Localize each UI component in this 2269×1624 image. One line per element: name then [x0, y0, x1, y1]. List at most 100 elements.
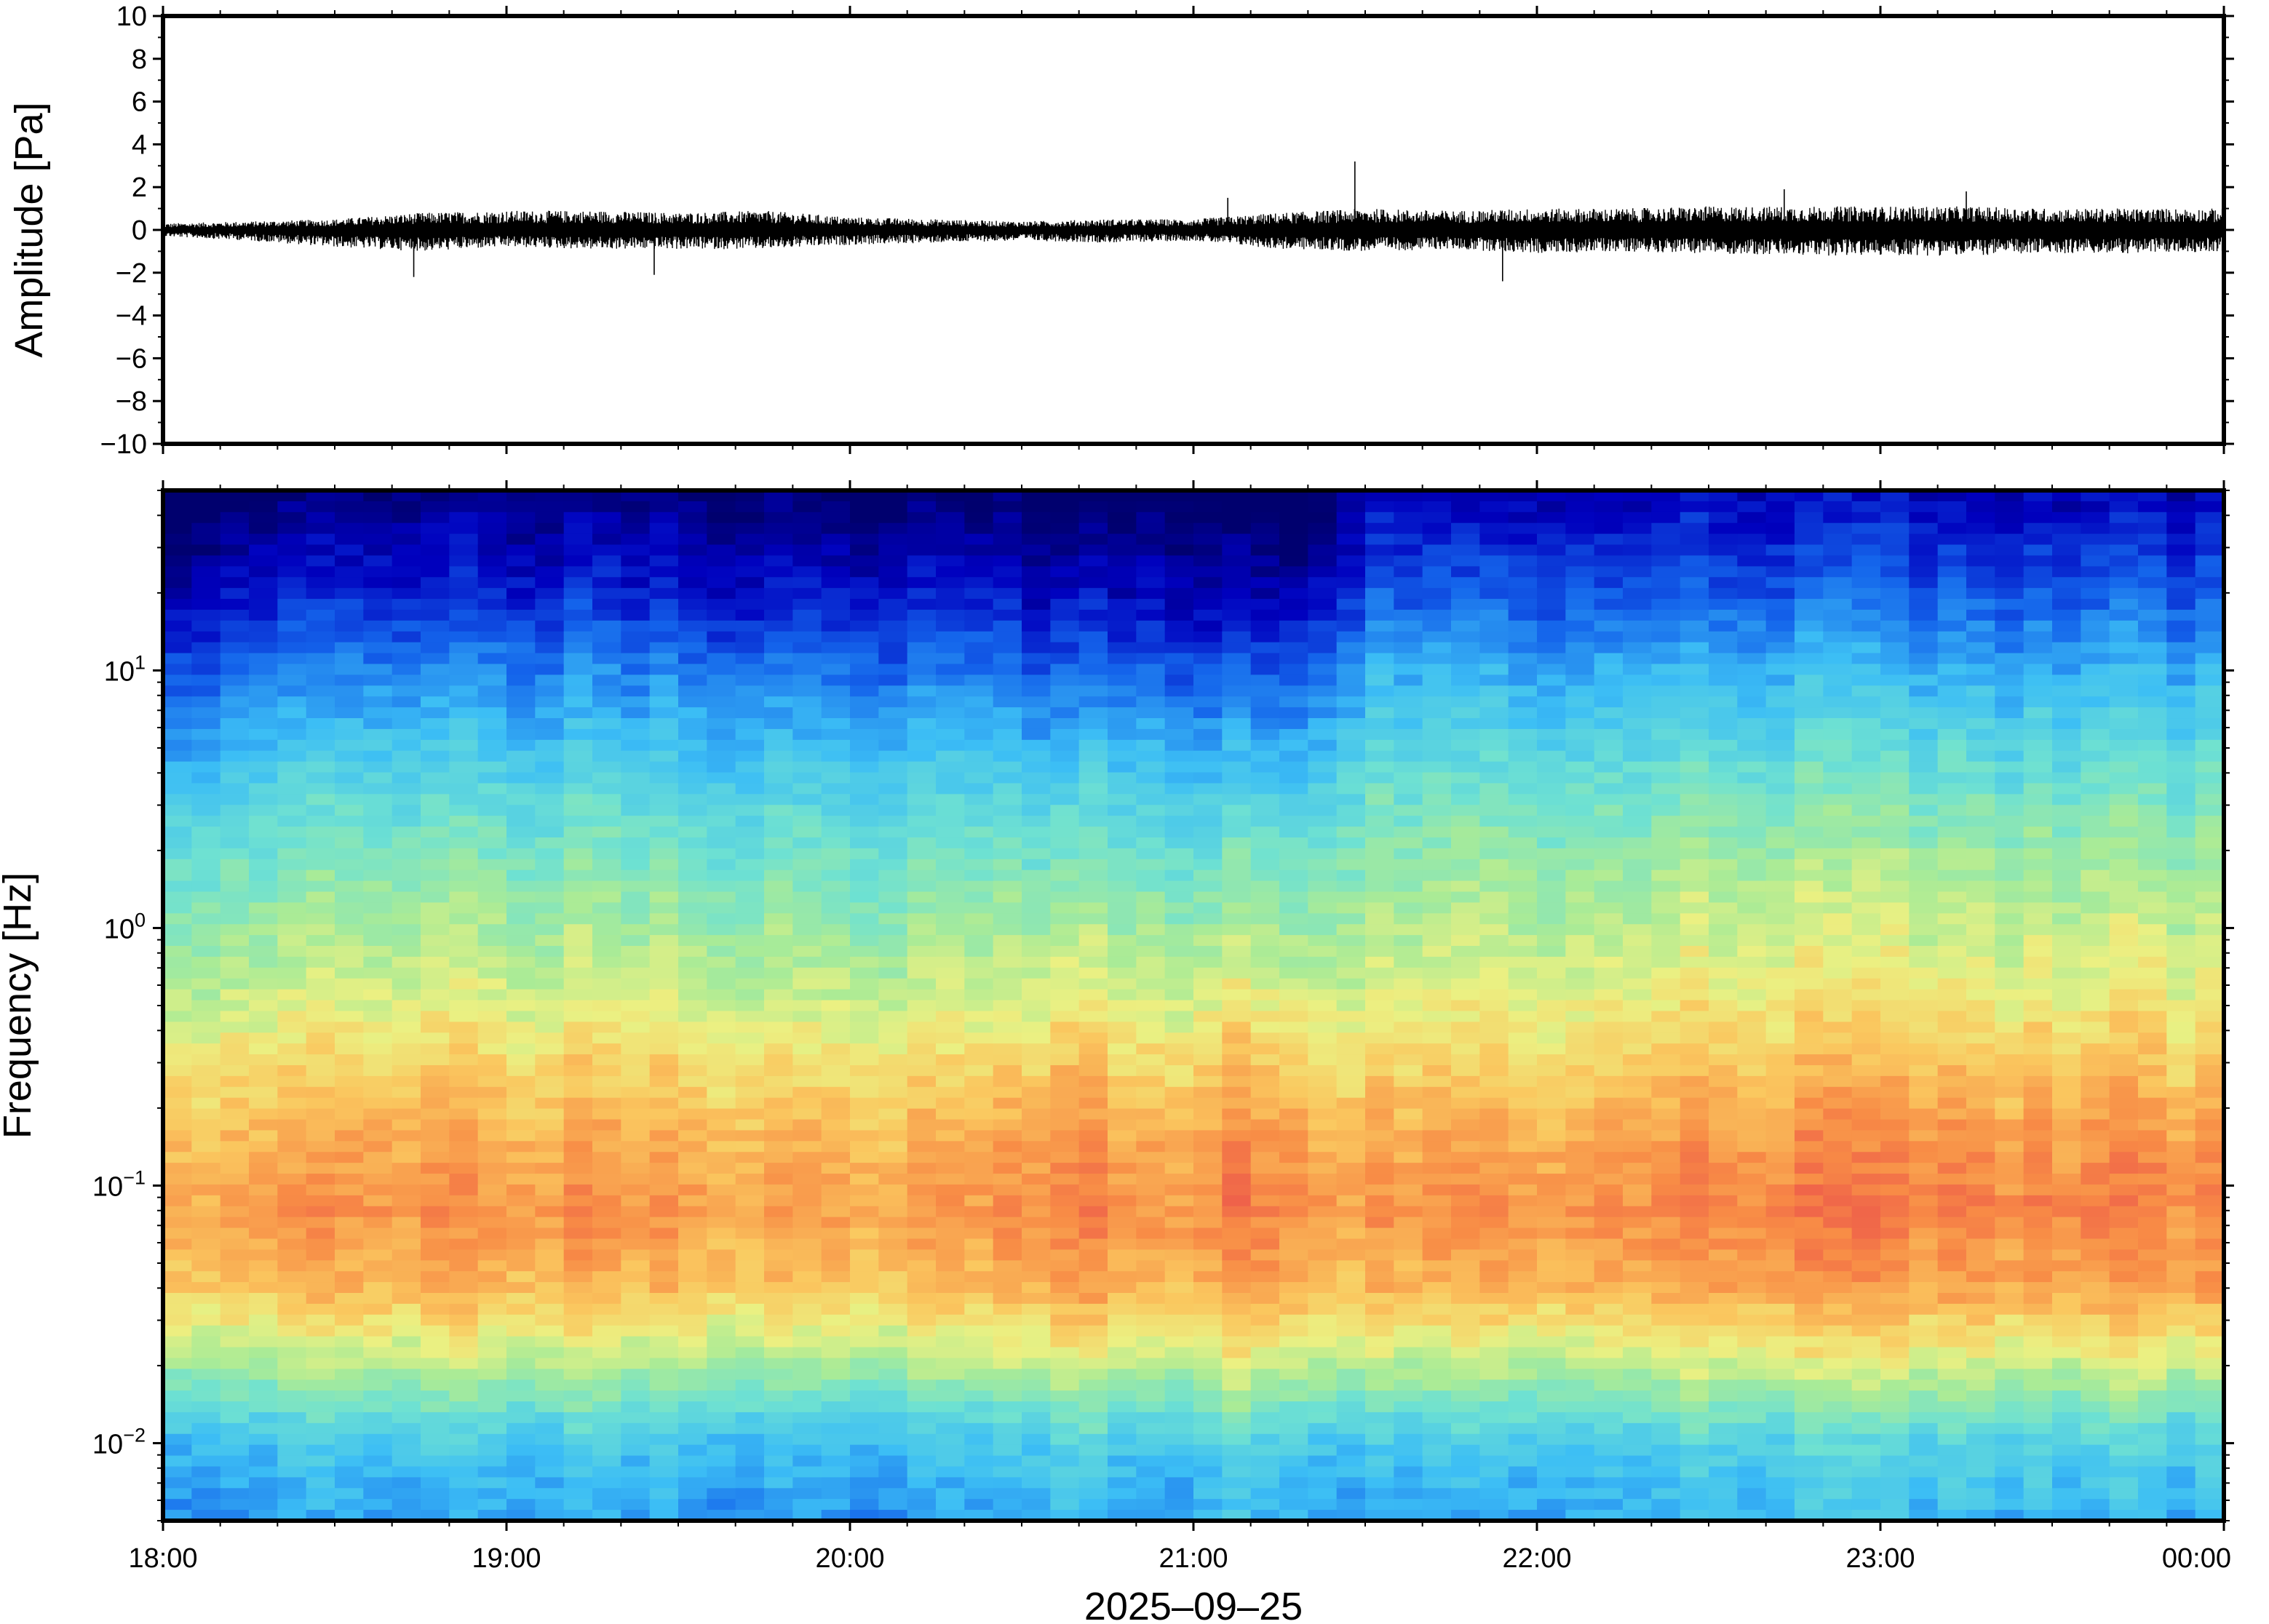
spectrogram-cell — [1279, 1358, 1309, 1370]
spectrogram-cell — [964, 1195, 994, 1207]
spectrogram-cell — [964, 1433, 994, 1446]
spectrogram-cell — [191, 1195, 221, 1207]
spectrogram-cell — [1479, 1477, 1509, 1489]
spectrogram-cell — [1308, 533, 1338, 546]
spectrogram-cell — [1565, 512, 1595, 524]
spectrogram-cell — [1050, 1163, 1080, 1174]
spectrogram-cell — [735, 642, 765, 654]
spectrogram-cell — [964, 1022, 994, 1034]
spectrogram-cell — [1537, 956, 1567, 968]
spectrogram-cell — [1365, 555, 1395, 568]
spectrogram-cell — [993, 1433, 1022, 1446]
spectrogram-cell — [220, 1477, 250, 1489]
spectrogram-cell — [477, 805, 507, 816]
spectrogram-cell — [249, 1152, 279, 1163]
spectrogram-cell — [1422, 1054, 1452, 1066]
spectrogram-cell — [392, 1422, 421, 1435]
spectrogram-cell — [1336, 674, 1366, 687]
spectrogram-cell — [1136, 924, 1166, 936]
spectrogram-cell — [1193, 1292, 1223, 1305]
spectrogram-cell — [850, 1347, 880, 1359]
spectrogram-cell — [392, 577, 421, 589]
spectrogram-cell — [306, 772, 335, 784]
spectrogram-cell — [1164, 848, 1194, 860]
spectrogram-cell — [1565, 772, 1595, 784]
spectrogram-cell — [1308, 653, 1338, 665]
spectrogram-cell — [649, 924, 679, 936]
spectrogram-cell — [678, 772, 708, 784]
spectrogram-cell — [1050, 685, 1080, 697]
spectrogram-cell — [1250, 1390, 1280, 1402]
spectrogram-cell — [907, 1064, 937, 1077]
spectrogram-cell — [277, 1412, 307, 1424]
spectrogram-cell — [1193, 739, 1223, 752]
spectrogram-cell — [191, 501, 221, 513]
spectrogram-cell — [1422, 533, 1452, 546]
spectrogram-cell — [1336, 1477, 1366, 1489]
spectrogram-cell — [1308, 674, 1338, 687]
spectrogram-cell — [907, 1390, 937, 1402]
spectrogram-cell — [506, 1303, 536, 1315]
spectrogram-cell — [535, 555, 565, 568]
spectrogram-cell — [220, 1358, 250, 1370]
spectrogram-cell — [1508, 1282, 1538, 1294]
spectrogram-cell — [363, 935, 393, 947]
spectrogram-cell — [1022, 816, 1052, 827]
spectrogram-cell — [621, 1054, 651, 1066]
spectrogram-cell — [764, 1260, 794, 1272]
spectrogram-cell — [421, 978, 450, 990]
spectrogram-cell — [649, 501, 679, 513]
spectrogram-cell — [477, 728, 507, 741]
spectrogram-cell — [220, 1011, 250, 1023]
spectrogram-cell — [363, 1108, 393, 1121]
spectrogram-cell — [1222, 1064, 1252, 1077]
spectrogram-cell — [1537, 566, 1567, 578]
spectrogram-cell — [821, 1227, 851, 1240]
spectrogram-cell — [306, 501, 335, 513]
spectrogram-cell — [993, 848, 1022, 860]
spectrogram-cell — [1222, 1380, 1252, 1391]
spectrogram-cell — [735, 1108, 765, 1121]
spectrogram-cell — [936, 772, 966, 784]
spectrogram-cell — [764, 913, 794, 926]
spectrogram-cell — [1336, 978, 1366, 990]
spectrogram-cell — [306, 1119, 335, 1131]
spectrogram-cell — [1365, 1444, 1395, 1457]
spectrogram-cell — [449, 902, 479, 915]
spectrogram-cell — [1308, 685, 1338, 697]
spectrogram-cell — [1164, 1141, 1194, 1153]
spectrogram-cell — [421, 739, 450, 752]
spectrogram-cell — [335, 1141, 365, 1153]
spectrogram-cell — [335, 1303, 365, 1315]
spectrogram-cell — [277, 533, 307, 546]
spectrogram-cell — [392, 707, 421, 719]
spectrogram-cell — [1022, 913, 1052, 926]
spectrogram-cell — [592, 816, 622, 827]
spectrogram-cell — [449, 718, 479, 730]
spectrogram-cell — [1365, 1369, 1395, 1381]
spectrogram-cell — [1336, 1488, 1366, 1500]
spectrogram-cell — [421, 1292, 450, 1305]
spectrogram-cell — [993, 946, 1022, 958]
spectrogram-cell — [1537, 1184, 1567, 1196]
spectrogram-cell — [191, 588, 221, 600]
spectrogram-cell — [1222, 728, 1252, 741]
spectrogram-cell — [792, 1064, 822, 1077]
spectrogram-cell — [335, 750, 365, 763]
spectrogram-cell — [477, 685, 507, 697]
spectrogram-cell — [535, 1064, 565, 1077]
spectrogram-cell — [878, 880, 908, 893]
spectrogram-cell — [535, 1477, 565, 1489]
spectrogram-cell — [678, 978, 708, 990]
spectrogram-cell — [735, 1325, 765, 1337]
spectrogram-cell — [964, 1206, 994, 1218]
spectrogram-cell — [506, 664, 536, 676]
spectrogram-cell — [621, 1086, 651, 1099]
spectrogram-cell — [850, 1455, 880, 1468]
spectrogram-cell — [678, 555, 708, 568]
spectrogram-cell — [678, 1227, 708, 1240]
spectrogram-cell — [621, 1510, 651, 1521]
spectrogram-cell — [1508, 1303, 1538, 1315]
spectrogram-cell — [936, 1184, 966, 1196]
spectrogram-cell — [1279, 1054, 1309, 1066]
